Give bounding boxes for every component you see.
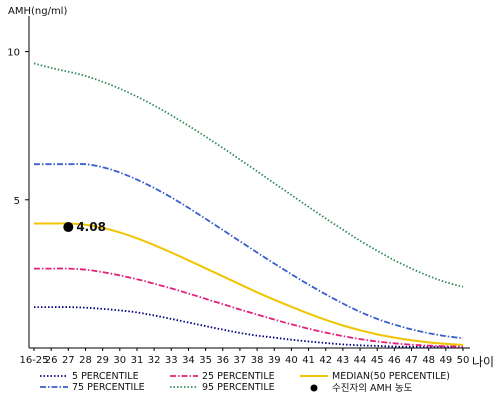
x-tick-label: 32 <box>148 355 161 366</box>
y-tick-label: 10 <box>7 48 20 59</box>
legend-label: 95 PERCENTILE <box>202 382 275 393</box>
legend-label: MEDIAN(50 PERCENTILE) <box>332 371 450 382</box>
y-ticks: 5 10 <box>7 48 29 207</box>
patient-marker: 4.08 <box>63 220 106 234</box>
x-tick-label: 29 <box>96 355 109 366</box>
x-tick-label: 43 <box>337 355 350 366</box>
x-tick-label: 38 <box>251 355 264 366</box>
series-line-5-percentile <box>34 306 463 349</box>
x-tick-label: 50 <box>457 355 470 366</box>
series-line-75-percentile <box>33 163 464 340</box>
x-tick-label: 36 <box>216 355 229 366</box>
series-line-median-50-percentile <box>34 222 464 346</box>
legend-label: 25 PERCENTILE <box>202 371 275 382</box>
x-tick-label: 30 <box>113 355 126 366</box>
x-tick-label: 28 <box>79 355 92 366</box>
x-axis-title: 나이 <box>472 355 494 369</box>
x-tick-label: 44 <box>354 355 367 366</box>
x-tick-label: 42 <box>319 355 332 366</box>
legend-label-patient: 수진자의 AMH 농도 <box>332 383 413 394</box>
legend-label: 5 PERCENTILE <box>72 371 139 382</box>
legend-label: 75 PERCENTILE <box>72 382 145 393</box>
x-tick-label: 40 <box>285 355 298 366</box>
x-tick-label: 27 <box>62 355 75 366</box>
x-tick-label: 33 <box>165 355 178 366</box>
patient-point <box>63 222 74 233</box>
x-tick-label: 39 <box>268 355 281 366</box>
x-tick-label: 35 <box>199 355 212 366</box>
x-tick-label: 49 <box>439 355 452 366</box>
patient-value-label: 4.08 <box>76 220 106 234</box>
x-tick-label: 48 <box>422 355 435 366</box>
x-tick-label: 47 <box>405 355 418 366</box>
x-tick-label: 41 <box>302 355 315 366</box>
series-line-95-percentile <box>33 62 464 288</box>
x-tick-label: 37 <box>234 355 247 366</box>
y-tick-label: 5 <box>14 196 20 207</box>
legend-swatch-patient <box>310 384 318 392</box>
y-axis-title: AMH(ng/ml) <box>8 6 67 17</box>
x-tick-label: 34 <box>182 355 195 366</box>
series-lines <box>33 62 464 349</box>
x-tick-label: 45 <box>371 355 384 366</box>
x-tick-label: 16-25 <box>19 355 48 366</box>
x-tick-label: 46 <box>388 355 401 366</box>
x-tick-label: 31 <box>131 355 144 366</box>
legend: 5 PERCENTILE 25 PERCENTILE MEDIAN(50 PERCE… <box>40 371 450 394</box>
series-line-25-percentile <box>34 267 464 348</box>
x-tick-label: 26 <box>45 355 58 366</box>
